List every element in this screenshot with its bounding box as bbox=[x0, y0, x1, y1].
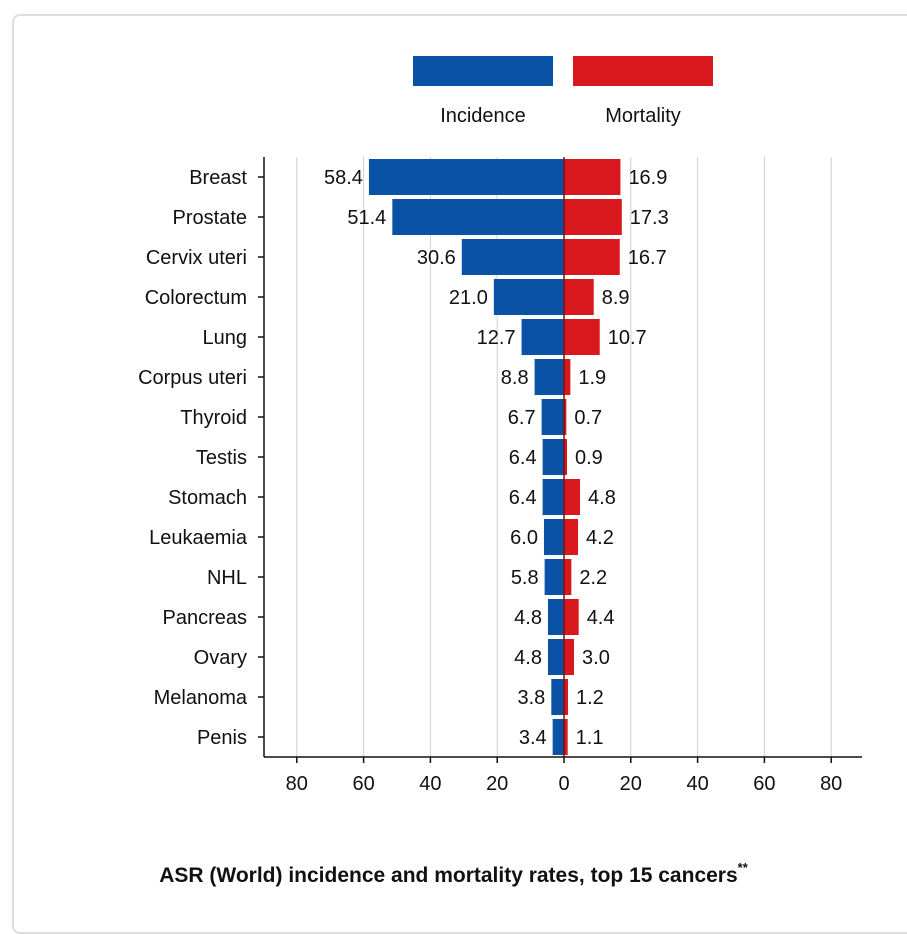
mortality-value-label: 8.9 bbox=[602, 287, 630, 309]
bar-mortality bbox=[564, 159, 620, 195]
bar-incidence bbox=[543, 479, 564, 515]
x-tick-label: 20 bbox=[620, 773, 642, 795]
bar-mortality bbox=[564, 359, 570, 395]
bar-incidence bbox=[522, 319, 564, 355]
bar-mortality bbox=[564, 239, 620, 275]
incidence-value-label: 3.4 bbox=[519, 727, 547, 749]
x-tick-label: 80 bbox=[820, 773, 842, 795]
mortality-value-label: 0.7 bbox=[574, 407, 602, 429]
x-tick-label: 20 bbox=[486, 773, 508, 795]
pyramid-chart: Incidence Mortality Breast Prostate Cervix … bbox=[0, 0, 907, 901]
category-label: Colorectum bbox=[145, 287, 247, 309]
incidence-value-label: 58.4 bbox=[324, 167, 363, 189]
incidence-value-label: 21.0 bbox=[449, 287, 488, 309]
legend-incidence-swatch bbox=[413, 56, 553, 86]
mortality-value-label: 3.0 bbox=[582, 647, 610, 669]
category-label: Breast bbox=[189, 167, 247, 189]
mortality-value-label: 4.4 bbox=[587, 607, 615, 629]
bar-mortality bbox=[564, 279, 594, 315]
bar-mortality bbox=[564, 639, 574, 675]
mortality-value-label: 1.2 bbox=[576, 687, 604, 709]
bar-incidence bbox=[544, 519, 564, 555]
mortality-value-label: 4.2 bbox=[586, 527, 614, 549]
mortality-value-label: 1.9 bbox=[578, 367, 606, 389]
bar-mortality bbox=[564, 559, 571, 595]
incidence-value-label: 3.8 bbox=[517, 687, 545, 709]
legend-mortality-swatch bbox=[573, 56, 713, 86]
bar-incidence bbox=[548, 599, 564, 635]
mortality-value-label: 16.7 bbox=[628, 247, 667, 269]
chart-caption: ASR (World) incidence and mortality rate… bbox=[0, 862, 907, 888]
x-tick-label: 40 bbox=[419, 773, 441, 795]
mortality-value-label: 10.7 bbox=[608, 327, 647, 349]
incidence-value-label: 6.0 bbox=[510, 527, 538, 549]
x-tick-label: 60 bbox=[753, 773, 775, 795]
incidence-value-label: 5.8 bbox=[511, 567, 539, 589]
bar-mortality bbox=[564, 599, 579, 635]
legend-incidence-label: Incidence bbox=[440, 105, 526, 127]
mortality-value-label: 4.8 bbox=[588, 487, 616, 509]
bar-incidence bbox=[553, 719, 564, 755]
bar-incidence bbox=[551, 679, 564, 715]
incidence-value-label: 6.7 bbox=[508, 407, 536, 429]
incidence-value-label: 6.4 bbox=[509, 487, 537, 509]
bar-incidence bbox=[545, 559, 564, 595]
mortality-value-label: 0.9 bbox=[575, 447, 603, 469]
bar-incidence bbox=[543, 439, 564, 475]
y-tick-labels: Breast Prostate Cervix uteri Colorectum Lung… bbox=[138, 167, 248, 749]
category-label: Thyroid bbox=[180, 407, 247, 429]
legend: Incidence Mortality bbox=[413, 56, 713, 127]
category-label: NHL bbox=[207, 567, 247, 589]
x-tick-label: 0 bbox=[558, 773, 569, 795]
category-label: Leukaemia bbox=[149, 527, 248, 549]
category-label: Lung bbox=[203, 327, 248, 349]
bar-incidence bbox=[462, 239, 564, 275]
category-label: Melanoma bbox=[154, 687, 248, 709]
category-label: Prostate bbox=[173, 207, 247, 229]
chart-caption-superscript: ** bbox=[738, 860, 748, 875]
x-tick-labels: 80 60 40 20 0 20 40 60 80 bbox=[286, 773, 843, 795]
incidence-value-label: 30.6 bbox=[417, 247, 456, 269]
bar-incidence bbox=[369, 159, 564, 195]
bar-incidence bbox=[542, 399, 564, 435]
mortality-value-label: 17.3 bbox=[630, 207, 669, 229]
mortality-value-label: 2.2 bbox=[579, 567, 607, 589]
incidence-value-label: 6.4 bbox=[509, 447, 537, 469]
chart-caption-text: ASR (World) incidence and mortality rate… bbox=[159, 864, 737, 887]
category-label: Corpus uteri bbox=[138, 367, 247, 389]
legend-mortality-label: Mortality bbox=[605, 105, 681, 127]
bar-incidence bbox=[392, 199, 564, 235]
mortality-value-label: 16.9 bbox=[628, 167, 667, 189]
category-label: Pancreas bbox=[163, 607, 248, 629]
bar-mortality bbox=[564, 199, 622, 235]
x-tick-label: 60 bbox=[352, 773, 374, 795]
bar-incidence bbox=[548, 639, 564, 675]
bar-mortality bbox=[564, 479, 580, 515]
mortality-value-label: 1.1 bbox=[576, 727, 604, 749]
bar-incidence bbox=[535, 359, 564, 395]
x-tick-label: 80 bbox=[286, 773, 308, 795]
category-label: Penis bbox=[197, 727, 247, 749]
incidence-value-label: 51.4 bbox=[347, 207, 386, 229]
category-label: Ovary bbox=[194, 647, 247, 669]
incidence-value-label: 12.7 bbox=[477, 327, 516, 349]
incidence-value-label: 4.8 bbox=[514, 607, 542, 629]
bar-incidence bbox=[494, 279, 564, 315]
incidence-value-label: 8.8 bbox=[501, 367, 529, 389]
bar-mortality bbox=[564, 319, 600, 355]
x-tick-label: 40 bbox=[686, 773, 708, 795]
category-label: Stomach bbox=[168, 487, 247, 509]
incidence-value-label: 4.8 bbox=[514, 647, 542, 669]
category-label: Testis bbox=[196, 447, 247, 469]
category-label: Cervix uteri bbox=[146, 247, 247, 269]
bar-mortality bbox=[564, 519, 578, 555]
